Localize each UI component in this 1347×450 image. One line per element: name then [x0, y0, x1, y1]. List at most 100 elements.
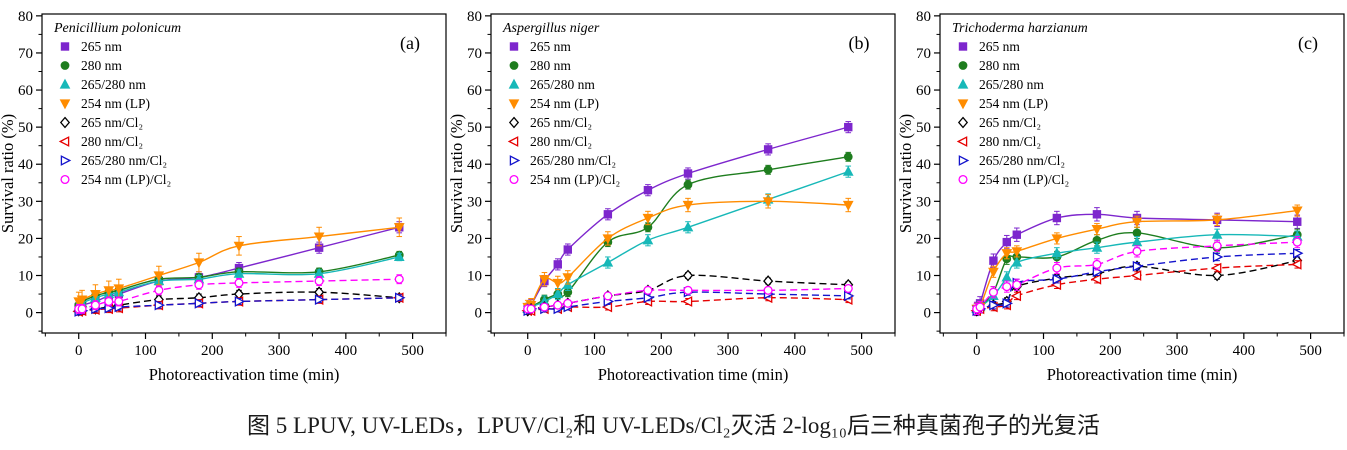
- legend-item-label: 254 nm (LP): [530, 96, 599, 111]
- panel-a: 0 100 200 300 400 500 0 10 20 30 40 50 60 70 80 Photore…: [0, 0, 449, 398]
- legend-item-label: 265/280 nm/Cl₂: [81, 153, 167, 168]
- y-tick-label: 30: [916, 194, 931, 210]
- x-axis-title: Photoreactivation time (min): [598, 365, 789, 384]
- y-tick-label: 50: [916, 120, 931, 136]
- series-265-nm: [523, 121, 853, 315]
- y-tick-label: 0: [26, 306, 34, 322]
- legend-item-label: 254 nm (LP): [979, 96, 1048, 111]
- panel-a-chart: 0 100 200 300 400 500 0 10 20 30 40 50 60 70 80 Photore…: [0, 9, 447, 384]
- x-tick-label: 500: [850, 343, 873, 359]
- y-tick-label: 70: [18, 46, 33, 62]
- panel-letter-label: (b): [849, 33, 870, 54]
- legend-item-265-nm-cl: 265 nm/Cl₂: [59, 115, 143, 130]
- y-tick-label: 30: [18, 194, 33, 210]
- x-tick-label: 100: [583, 343, 606, 359]
- y-axis-title: Survival ratio (%): [0, 114, 17, 233]
- panel-c: 0 100 200 300 400 500 0 10 20 30 40 50 60 70 80 Photore…: [898, 0, 1347, 398]
- legend-item-label: 265 nm/Cl₂: [81, 115, 143, 130]
- legend: Trichoderma harzianum 265 nm 280 nm 265/280…: [952, 21, 1088, 187]
- x-tick-label: 200: [650, 343, 673, 359]
- series-254-nm-lp: [522, 194, 854, 315]
- y-tick-label: 40: [18, 157, 33, 173]
- legend-item-265-nm: 265 nm: [60, 39, 122, 54]
- plot-frame: [490, 13, 896, 334]
- legend-item-265-280-nm: 265/280 nm: [508, 77, 595, 92]
- x-tick-label: 0: [973, 343, 981, 359]
- y-tick-label: 0: [924, 306, 932, 322]
- legend-item-265-280-nm-cl: 265/280 nm/Cl₂: [509, 153, 616, 168]
- legend-item-label: 280 nm/Cl₂: [530, 134, 592, 149]
- y-tick-label: 70: [467, 46, 482, 62]
- legend-item-label: 280 nm: [81, 58, 122, 73]
- series-254-nm-lp: [971, 204, 1303, 315]
- x-tick-label: 300: [717, 343, 740, 359]
- legend-item-label: 265 nm/Cl₂: [530, 115, 592, 130]
- legend-item-265-nm: 265 nm: [509, 39, 571, 54]
- legend-item-265-nm-cl: 265 nm/Cl₂: [508, 115, 592, 130]
- legend-item-254-nm-lp: 254 nm (LP): [508, 96, 599, 111]
- series-254-nm-lp-cl: [74, 274, 404, 314]
- x-tick-label: 300: [268, 343, 291, 359]
- y-tick-label: 50: [467, 120, 482, 136]
- figure-caption: 图 5 LPUV, UV-LEDs，LPUV/Cl₂和 UV-LEDs/Cl₂灭…: [247, 413, 1100, 438]
- x-tick-label: 100: [134, 343, 157, 359]
- legend-item-265-280-nm: 265/280 nm: [957, 77, 1044, 92]
- legend-item-label: 265 nm: [81, 39, 122, 54]
- x-tick-label: 400: [1233, 343, 1256, 359]
- series-254-nm-lp-cl: [972, 236, 1302, 315]
- legend-item-280-nm-cl: 280 nm/Cl₂: [58, 134, 143, 149]
- y-tick-label: 20: [18, 231, 33, 247]
- series-265-280-nm-cl: [74, 292, 406, 317]
- y-tick-label: 80: [467, 9, 482, 25]
- panel-letter-label: (a): [400, 33, 420, 54]
- legend-item-label: 280 nm/Cl₂: [979, 134, 1041, 149]
- y-tick-label: 20: [467, 231, 482, 247]
- x-tick-label: 200: [201, 343, 224, 359]
- legend-title: Penicillium polonicum: [53, 21, 181, 36]
- legend-item-label: 265 nm/Cl₂: [979, 115, 1041, 130]
- legend-item-265-280-nm: 265/280 nm: [59, 77, 146, 92]
- legend-item-label: 265 nm: [530, 39, 571, 54]
- x-tick-label: 0: [75, 343, 83, 359]
- legend-item-label: 254 nm (LP): [81, 96, 150, 111]
- y-tick-label: 60: [467, 83, 482, 99]
- y-tick-label: 20: [916, 231, 931, 247]
- legend-title: Trichoderma harzianum: [952, 21, 1088, 36]
- y-tick-label: 50: [18, 120, 33, 136]
- y-tick-label: 70: [916, 46, 931, 62]
- legend: Aspergillus niger 265 nm 280 nm 265/280 nm 2…: [502, 21, 620, 187]
- series-254-nm-lp: [73, 217, 405, 312]
- legend-item-254-nm-lp-cl: 254 nm (LP)/Cl₂: [60, 172, 171, 187]
- y-tick-label: 60: [18, 83, 33, 99]
- legend-item-280-nm-cl: 280 nm/Cl₂: [507, 134, 592, 149]
- legend-item-254-nm-lp: 254 nm (LP): [957, 96, 1048, 111]
- x-tick-label: 100: [1032, 343, 1055, 359]
- x-tick-label: 300: [1166, 343, 1189, 359]
- legend-item-label: 265/280 nm: [979, 77, 1044, 92]
- x-axis-title: Photoreactivation time (min): [149, 365, 340, 384]
- y-tick-label: 10: [916, 269, 931, 285]
- y-axis: 0 10 20 30 40 50 60 70 80: [18, 9, 42, 332]
- legend-item-254-nm-lp: 254 nm (LP): [59, 96, 150, 111]
- x-axis: 0 100 200 300 400 500: [44, 333, 447, 359]
- legend-item-265-280-nm-cl: 265/280 nm/Cl₂: [958, 153, 1065, 168]
- legend-item-280-nm: 280 nm: [509, 58, 571, 73]
- series-254-nm-lp-cl: [523, 283, 853, 314]
- panel-b-chart: 0 100 200 300 400 500 0 10 20 30 40 50 60 70 80 Photore…: [449, 9, 896, 384]
- legend-item-label: 254 nm (LP)/Cl₂: [530, 172, 620, 187]
- legend-item-label: 265/280 nm: [81, 77, 146, 92]
- y-tick-label: 0: [475, 306, 483, 322]
- legend-item-label: 265/280 nm: [530, 77, 595, 92]
- figure-panels: 0 100 200 300 400 500 0 10 20 30 40 50 60 70 80 Photore…: [0, 0, 1347, 398]
- legend-item-265-280-nm-cl: 265/280 nm/Cl₂: [60, 153, 167, 168]
- legend-item-label: 254 nm (LP)/Cl₂: [81, 172, 171, 187]
- y-axis: 0 10 20 30 40 50 60 70 80: [916, 9, 940, 332]
- x-axis-title: Photoreactivation time (min): [1047, 365, 1238, 384]
- legend-item-label: 265/280 nm/Cl₂: [530, 153, 616, 168]
- plot-frame: [939, 13, 1345, 334]
- x-tick-label: 400: [335, 343, 358, 359]
- y-tick-label: 60: [916, 83, 931, 99]
- y-tick-label: 10: [18, 269, 33, 285]
- panel-letter-label: (c): [1298, 33, 1318, 54]
